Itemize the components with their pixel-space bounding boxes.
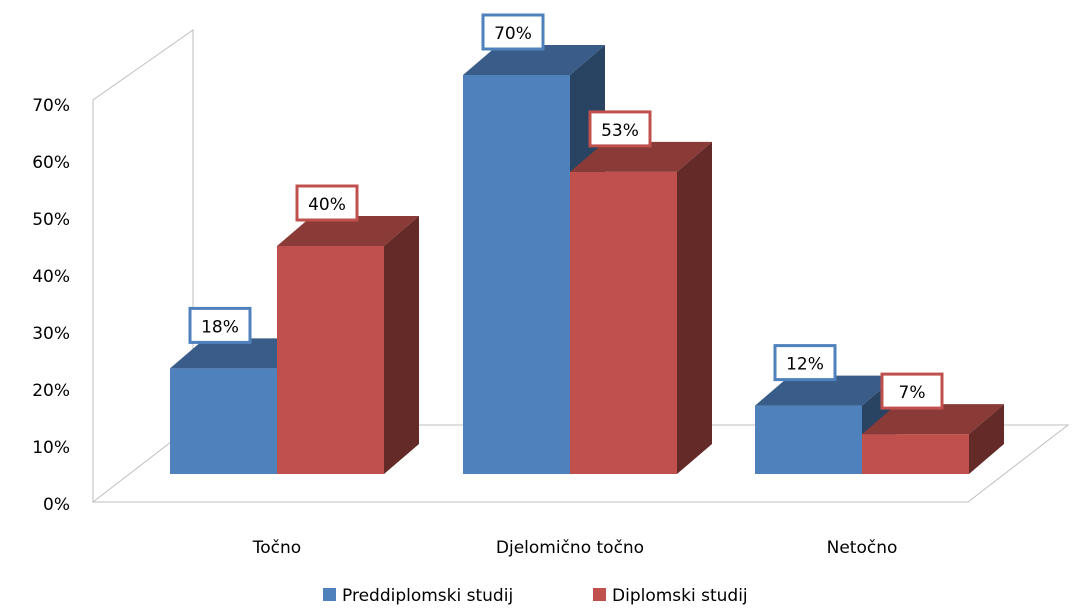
legend-swatch (593, 588, 606, 601)
bar-front (570, 171, 677, 474)
data-label: 70% (494, 24, 532, 44)
y-tick-label: 40% (32, 267, 70, 287)
data-label: 7% (899, 383, 926, 403)
bar-side (969, 404, 1004, 474)
x-tick-label: Netočno (827, 538, 898, 558)
bar-side (384, 216, 419, 474)
bars: 18% 40% 70% 53% 12% 7% (170, 13, 1004, 474)
bar-top (463, 45, 605, 75)
bar-front (277, 246, 384, 474)
y-tick-label: 10% (32, 438, 70, 458)
y-tick-label: 20% (32, 381, 70, 401)
bar-top (862, 404, 1004, 435)
data-label-box (880, 372, 944, 410)
legend-label: Diplomski studij (612, 586, 748, 606)
chart-walls (91, 29, 1070, 503)
legend-swatch (323, 588, 336, 601)
legend-item: Preddiplomski studij (323, 586, 513, 606)
data-label: 53% (601, 121, 639, 141)
data-label-box (188, 306, 252, 344)
y-axis-ticks: 0% 10% 20% 30% 40% 50% 60% 70% (32, 96, 70, 515)
bar: 7% (862, 372, 1004, 474)
bar: 40% (277, 184, 419, 474)
back-left-wall (92, 29, 194, 502)
x-tick-label: Djelomično točno (496, 538, 644, 558)
data-label: 18% (201, 317, 239, 337)
bar-top (570, 141, 712, 172)
bar-front (170, 368, 277, 474)
bar-front (755, 405, 862, 474)
bar: 53% (570, 110, 712, 474)
data-label: 40% (308, 195, 346, 215)
legend: Preddiplomski studij Diplomski studij (323, 586, 748, 606)
bar: 18% (170, 306, 312, 474)
legend-label: Preddiplomski studij (342, 586, 513, 606)
bar-top (755, 375, 897, 406)
data-label-box (588, 110, 652, 148)
y-tick-label: 0% (43, 495, 70, 515)
bar-top (277, 216, 419, 246)
bar-front (463, 75, 570, 474)
y-tick-label: 70% (32, 96, 70, 116)
x-tick-label: Točno (252, 538, 301, 558)
category-labels: Točno Djelomično točno Netočno (252, 538, 898, 558)
legend-item: Diplomski studij (593, 586, 748, 606)
data-label-box (295, 184, 359, 222)
y-tick-label: 50% (32, 210, 70, 230)
data-label-box (773, 344, 837, 382)
floor (91, 424, 1070, 503)
bar-side (677, 141, 712, 474)
y-tick-label: 30% (32, 324, 70, 344)
bar-top (170, 338, 312, 369)
y-tick-label: 60% (32, 153, 70, 173)
bar-front (862, 434, 969, 474)
data-label: 12% (786, 355, 824, 375)
data-label-box (481, 13, 545, 51)
